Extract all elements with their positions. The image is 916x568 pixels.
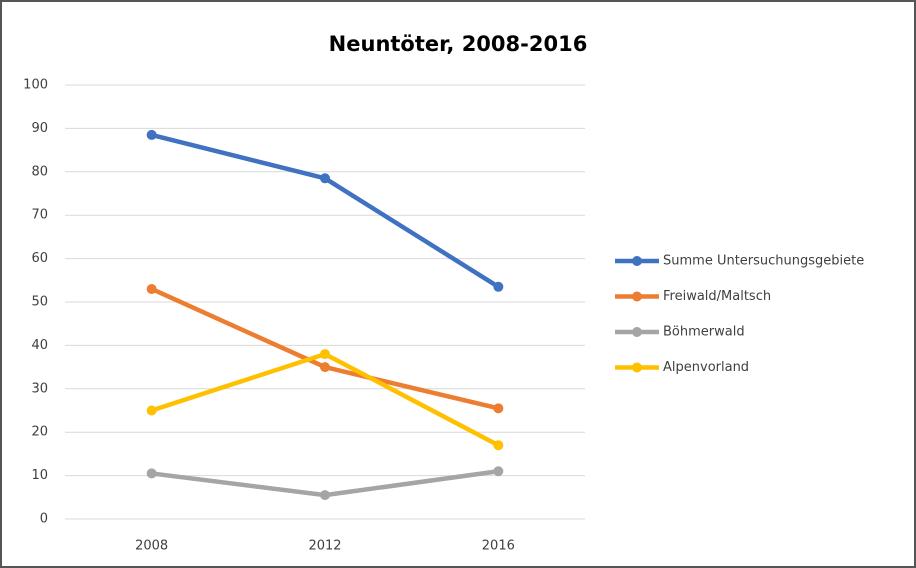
data-point <box>320 362 330 373</box>
legend-marker <box>632 362 642 373</box>
data-point <box>146 405 157 416</box>
y-tick-label: 60 <box>31 251 48 266</box>
data-point <box>146 283 157 294</box>
x-tick-label: 2012 <box>308 539 341 554</box>
chart-title: Neuntöter, 2008-2016 <box>329 32 588 56</box>
y-tick-label: 0 <box>40 512 48 527</box>
y-tick-label: 90 <box>31 121 48 136</box>
legend-marker <box>632 256 642 266</box>
data-point <box>493 281 504 292</box>
x-tick-label: 2016 <box>482 539 515 554</box>
y-tick-label: 40 <box>31 338 48 353</box>
legend-label: Böhmerwald <box>663 325 745 340</box>
data-point <box>146 129 157 140</box>
legend-label: Alpenvorland <box>663 360 749 375</box>
legend-marker <box>632 327 642 337</box>
y-tick-label: 50 <box>31 295 48 310</box>
y-tick-label: 70 <box>31 208 48 223</box>
legend-label: Freiwald/Maltsch <box>663 289 771 304</box>
y-tick-label: 30 <box>31 381 48 396</box>
legend-marker <box>632 291 642 302</box>
y-tick-label: 10 <box>31 468 48 483</box>
data-point <box>146 468 157 479</box>
data-point <box>493 403 504 414</box>
data-point <box>320 349 330 360</box>
y-tick-label: 80 <box>31 164 48 179</box>
data-point <box>493 466 504 477</box>
y-tick-label: 100 <box>23 78 48 93</box>
x-tick-label: 2008 <box>135 539 168 554</box>
data-point <box>493 440 504 451</box>
legend-label: Summe Untersuchungsgebiete <box>663 254 864 269</box>
data-point <box>320 490 330 501</box>
y-tick-label: 20 <box>31 425 48 440</box>
data-point <box>320 173 330 184</box>
